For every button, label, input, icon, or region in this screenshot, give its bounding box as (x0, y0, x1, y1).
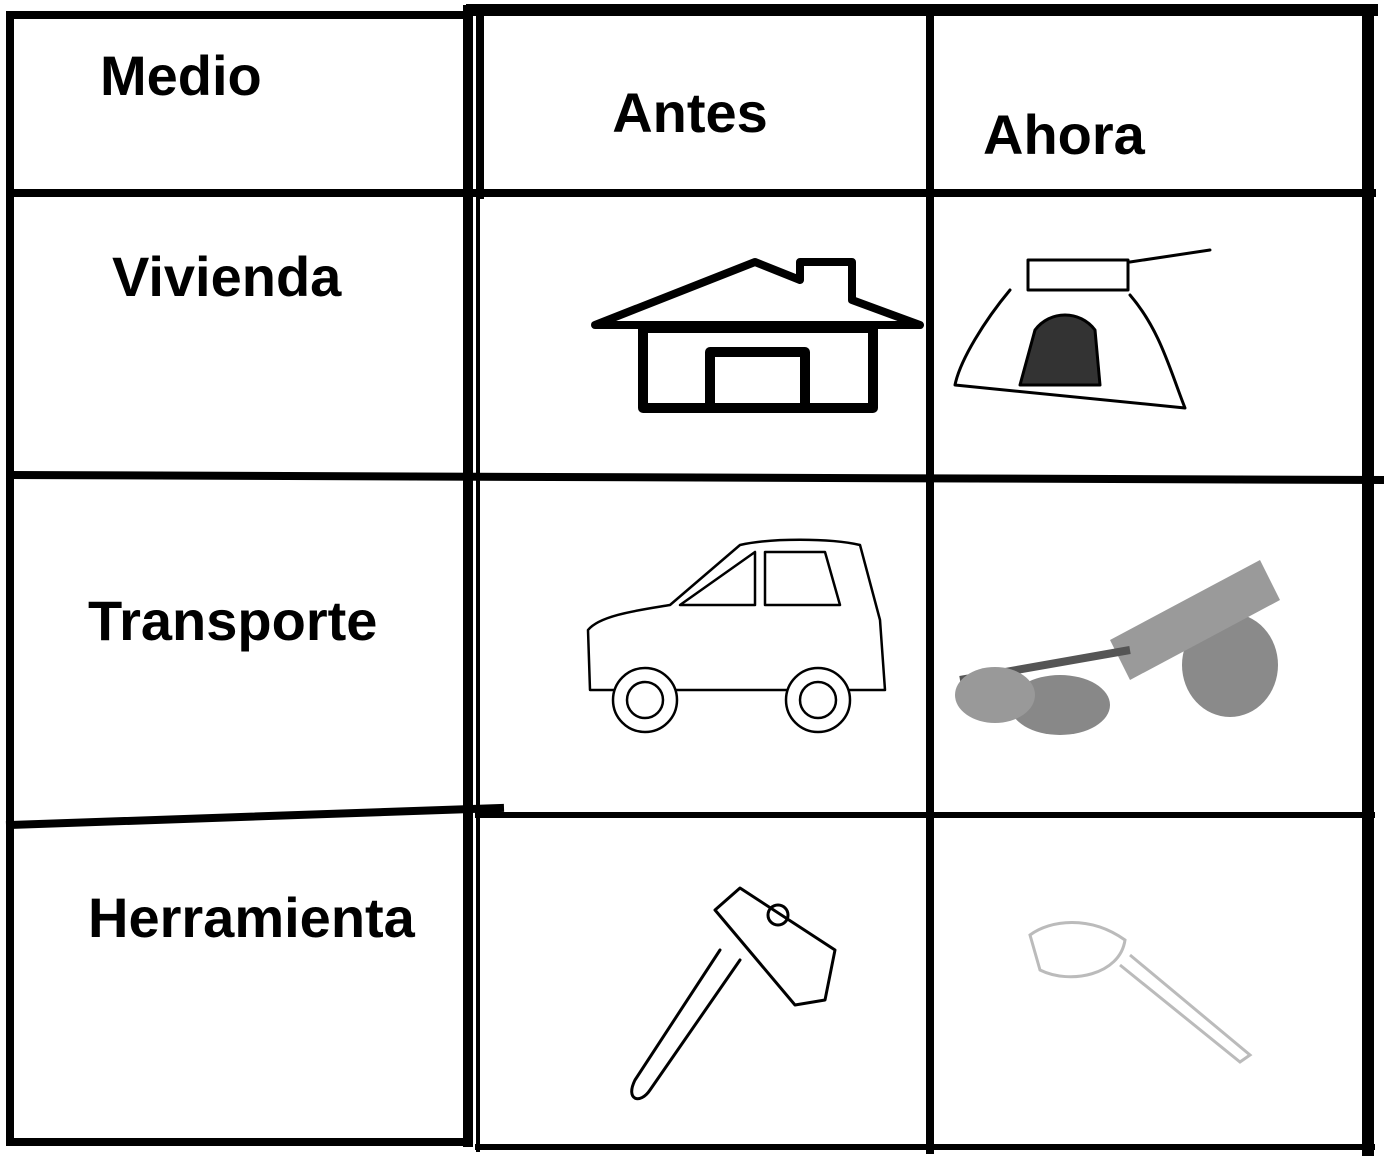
table-grid (5, 4, 1385, 1156)
header-cell: Medio (100, 44, 262, 107)
header-cell: Ahora (983, 103, 1146, 166)
car-icon (586, 538, 887, 734)
row-label: Vivienda (112, 245, 342, 308)
hammer-icon (630, 886, 837, 1101)
cave-icon (953, 248, 1212, 410)
row-label: Transporte (88, 589, 377, 652)
cart-icon (955, 560, 1280, 735)
header-cell: Antes (612, 81, 768, 144)
axe-icon (1028, 921, 1253, 1064)
row-label: Herramienta (88, 886, 416, 949)
house-icon (591, 258, 924, 413)
